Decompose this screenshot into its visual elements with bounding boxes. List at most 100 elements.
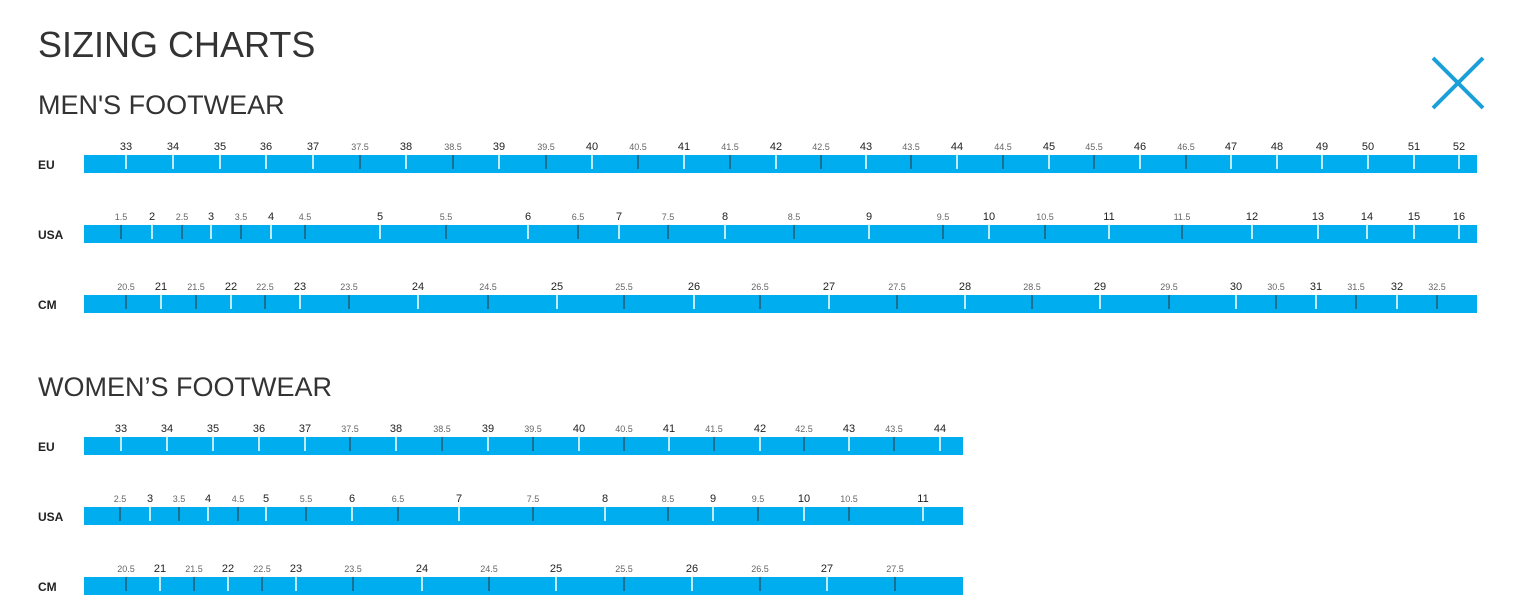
- size-label: 43: [860, 141, 872, 153]
- size-label: 35: [214, 141, 226, 153]
- size-label: 7: [616, 211, 622, 223]
- row-label: USA: [38, 510, 64, 524]
- half-size-label: 11.5: [1174, 212, 1191, 222]
- half-size-label: 37.5: [351, 142, 369, 152]
- size-bar: [84, 155, 1477, 173]
- size-label: 23: [290, 563, 302, 575]
- row-label: CM: [38, 580, 57, 594]
- section-title: WOMEN’S FOOTWEAR: [38, 372, 332, 402]
- size-label: 39: [482, 423, 494, 435]
- half-size-label: 8.5: [788, 212, 801, 222]
- size-label: 10: [798, 493, 810, 505]
- size-label: 3: [147, 493, 153, 505]
- half-size-label: 43.5: [885, 424, 903, 434]
- size-label: 2: [149, 211, 155, 223]
- half-size-label: 44.5: [994, 142, 1012, 152]
- size-label: 29: [1094, 281, 1106, 293]
- half-size-label: 46.5: [1177, 142, 1195, 152]
- size-label: 12: [1246, 211, 1258, 223]
- half-size-label: 10.5: [840, 494, 858, 504]
- size-bar: [84, 225, 1477, 243]
- half-size-label: 23.5: [344, 564, 362, 574]
- size-label: 37: [299, 423, 311, 435]
- half-size-label: 24.5: [479, 282, 497, 292]
- size-label: 38: [390, 423, 402, 435]
- size-label: 4: [205, 493, 211, 505]
- half-size-label: 21.5: [185, 564, 203, 574]
- half-size-label: 26.5: [751, 282, 769, 292]
- size-label: 21: [154, 563, 166, 575]
- half-size-label: 23.5: [340, 282, 358, 292]
- size-label: 42: [770, 141, 782, 153]
- size-label: 22: [225, 281, 237, 293]
- size-label: 6: [525, 211, 531, 223]
- size-label: 33: [120, 141, 132, 153]
- size-label: 27: [821, 563, 833, 575]
- size-label: 44: [951, 141, 963, 153]
- half-size-label: 7.5: [527, 494, 540, 504]
- close-button[interactable]: [1425, 52, 1489, 116]
- half-size-label: 25.5: [615, 564, 633, 574]
- size-label: 7: [456, 493, 462, 505]
- size-label: 9: [710, 493, 716, 505]
- size-label: 28: [959, 281, 971, 293]
- size-label: 39: [493, 141, 505, 153]
- size-label: 5: [377, 211, 383, 223]
- half-size-label: 39.5: [524, 424, 542, 434]
- half-size-label: 40.5: [629, 142, 647, 152]
- size-label: 52: [1453, 141, 1465, 153]
- size-label: 46: [1134, 141, 1146, 153]
- half-size-label: 39.5: [537, 142, 555, 152]
- half-size-label: 45.5: [1085, 142, 1103, 152]
- half-size-label: 20.5: [117, 282, 135, 292]
- half-size-label: 20.5: [117, 564, 135, 574]
- half-size-label: 2.5: [114, 494, 127, 504]
- size-label: 3: [208, 211, 214, 223]
- size-label: 15: [1408, 211, 1420, 223]
- size-bar: [84, 577, 963, 595]
- half-size-label: 37.5: [341, 424, 359, 434]
- half-size-label: 27.5: [886, 564, 904, 574]
- size-label: 34: [167, 141, 179, 153]
- half-size-label: 38.5: [444, 142, 462, 152]
- size-label: 37: [307, 141, 319, 153]
- half-size-label: 31.5: [1347, 282, 1365, 292]
- half-size-label: 32.5: [1428, 282, 1446, 292]
- size-label: 11: [1103, 211, 1114, 223]
- half-size-label: 3.5: [173, 494, 186, 504]
- half-size-label: 3.5: [235, 212, 248, 222]
- size-label: 36: [253, 423, 265, 435]
- size-label: 21: [155, 281, 167, 293]
- row-label: EU: [38, 158, 55, 172]
- half-size-label: 7.5: [662, 212, 675, 222]
- size-label: 38: [400, 141, 412, 153]
- row-label: CM: [38, 298, 57, 312]
- half-size-label: 41.5: [705, 424, 723, 434]
- half-size-label: 42.5: [795, 424, 813, 434]
- size-label: 30: [1230, 281, 1242, 293]
- size-label: 27: [823, 281, 835, 293]
- half-size-label: 29.5: [1160, 282, 1178, 292]
- size-label: 42: [754, 423, 766, 435]
- size-label: 25: [551, 281, 563, 293]
- row-label: USA: [38, 228, 64, 242]
- half-size-label: 40.5: [615, 424, 633, 434]
- half-size-label: 21.5: [187, 282, 205, 292]
- half-size-label: 4.5: [232, 494, 245, 504]
- half-size-label: 10.5: [1036, 212, 1054, 222]
- size-bar: [84, 507, 963, 525]
- size-label: 31: [1310, 281, 1322, 293]
- half-size-label: 30.5: [1267, 282, 1285, 292]
- size-label: 24: [416, 563, 428, 575]
- size-label: 5: [263, 493, 269, 505]
- size-label: 9: [866, 211, 872, 223]
- half-size-label: 25.5: [615, 282, 633, 292]
- close-icon[interactable]: [1431, 56, 1485, 110]
- size-label: 40: [586, 141, 598, 153]
- size-label: 24: [412, 281, 424, 293]
- size-label: 8: [722, 211, 728, 223]
- half-size-label: 4.5: [299, 212, 312, 222]
- half-size-label: 6.5: [572, 212, 585, 222]
- size-label: 26: [686, 563, 698, 575]
